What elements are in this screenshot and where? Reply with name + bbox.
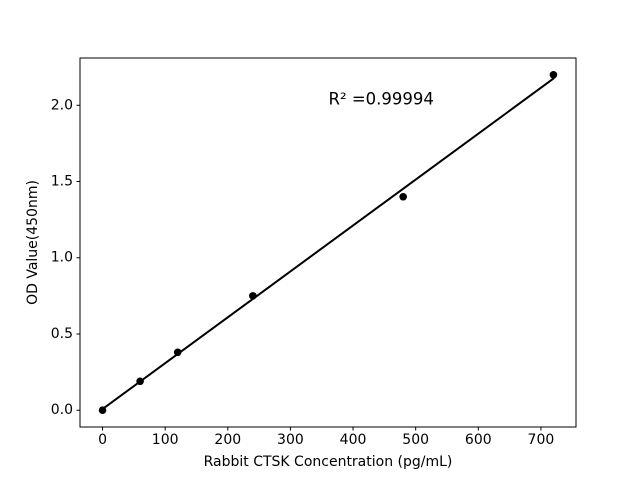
- data-point: [98, 406, 107, 415]
- data-point: [549, 70, 558, 79]
- data-point: [399, 192, 407, 201]
- x-tick-label: 500: [402, 432, 429, 448]
- data-point: [173, 348, 182, 357]
- x-tick-label: 0: [98, 432, 107, 448]
- x-tick-label: 700: [528, 432, 555, 448]
- r-squared-annotation: R² =0.99994: [329, 90, 434, 109]
- y-tick-label: 1.0: [51, 250, 73, 266]
- x-tick-label: 400: [340, 432, 367, 448]
- x-tick-label: 200: [214, 432, 241, 448]
- x-tick-label: 600: [465, 432, 492, 448]
- y-axis-label: OD Value(450nm): [25, 180, 41, 305]
- x-axis-label: Rabbit CTSK Concentration (pg/mL): [204, 454, 453, 470]
- data-point: [136, 377, 144, 386]
- y-tick-label: 2.0: [51, 97, 73, 113]
- plot-border: [79, 57, 577, 428]
- data-point: [249, 292, 257, 300]
- y-tick-label: 0.5: [51, 326, 73, 342]
- y-tick-label: 1.5: [51, 174, 73, 190]
- y-tick-label: 0.0: [51, 402, 73, 418]
- x-tick-label: 300: [277, 432, 304, 448]
- x-tick-label: 100: [152, 432, 179, 448]
